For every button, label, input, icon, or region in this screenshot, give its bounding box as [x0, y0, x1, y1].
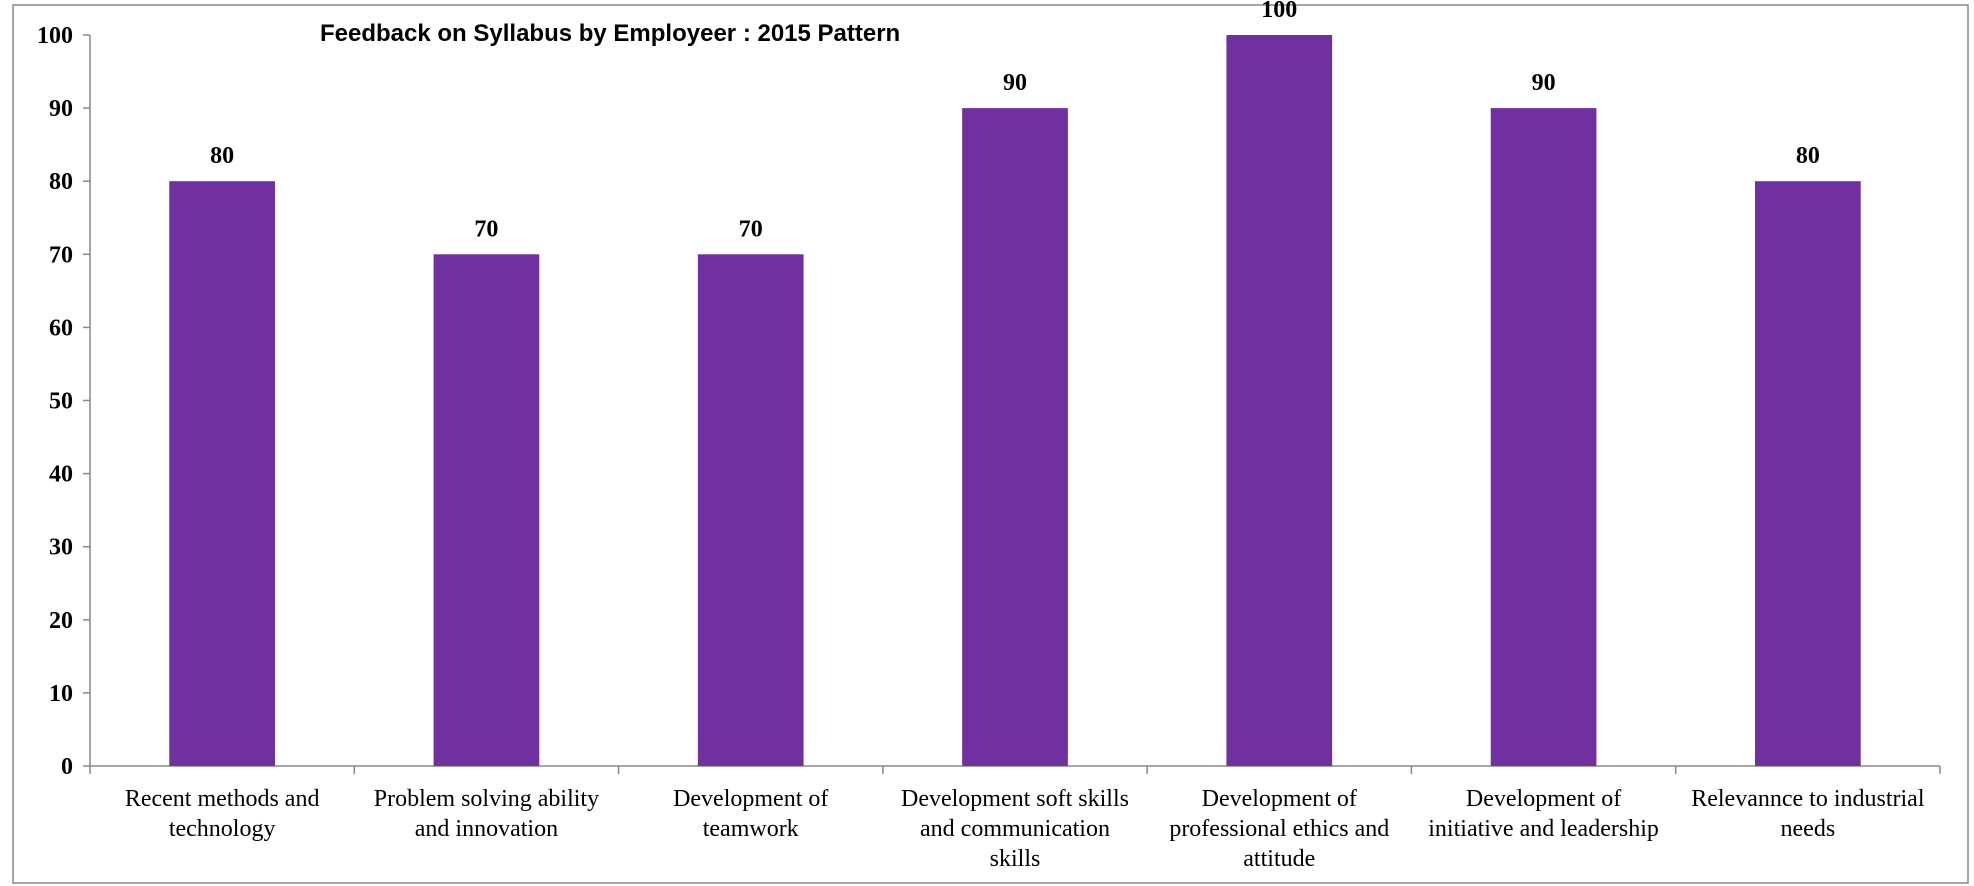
- data-label: 90: [1003, 70, 1027, 96]
- bar: [1755, 181, 1861, 766]
- chart-title: Feedback on Syllabus by Employeer : 2015…: [320, 20, 900, 47]
- y-tick-label: 80: [49, 169, 73, 195]
- bar: [962, 108, 1068, 767]
- data-label: 80: [210, 143, 234, 169]
- x-category-label: Relevannce to industrial needs: [1691, 786, 1925, 842]
- x-category-label: Problem solving ability and innovation: [374, 786, 599, 842]
- x-category-label: Development of teamwork: [673, 786, 828, 842]
- data-label: 100: [1261, 0, 1297, 23]
- y-axis: 0 10 20 30 40 50 60 70 80 90 100: [37, 23, 91, 780]
- data-label: 70: [474, 216, 498, 242]
- bar: [1490, 108, 1597, 767]
- data-labels: 80 70 70 90 100 90 80: [210, 0, 1820, 242]
- data-label: 90: [1532, 70, 1556, 96]
- y-tick-label: 70: [49, 242, 73, 268]
- x-category-label: Development of initiative and leadership: [1428, 786, 1659, 842]
- bar: [169, 181, 275, 766]
- y-tick-label: 60: [49, 315, 73, 341]
- x-axis: [89, 765, 1941, 774]
- y-tick-label: 40: [49, 462, 73, 488]
- bars: [169, 35, 1861, 767]
- y-tick-label: 30: [49, 535, 73, 561]
- y-tick-label: 10: [49, 681, 73, 707]
- category-labels: Recent methods and technology Problem solv…: [125, 786, 1925, 872]
- x-category-label: Development of professional ethics and att…: [1169, 786, 1389, 872]
- bar: [433, 254, 540, 767]
- x-category-label: Development soft skills and communication…: [901, 786, 1129, 872]
- y-tick-label: 20: [49, 608, 73, 634]
- data-label: 70: [739, 216, 763, 242]
- y-tick-label: 0: [61, 754, 73, 780]
- y-tick-label: 50: [49, 389, 73, 415]
- y-tick-label: 100: [37, 23, 73, 49]
- bar: [1226, 35, 1333, 766]
- chart-border: [12, 4, 1969, 884]
- data-label: 80: [1796, 143, 1820, 169]
- bar: [697, 254, 804, 767]
- y-tick-label: 90: [49, 96, 73, 122]
- x-category-label: Recent methods and technology: [125, 786, 320, 842]
